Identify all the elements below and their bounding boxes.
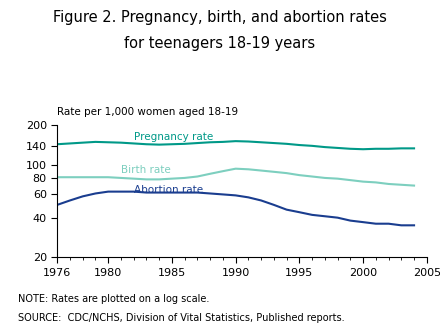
Text: Abortion rate: Abortion rate — [134, 185, 203, 195]
Text: Rate per 1,000 women aged 18-19: Rate per 1,000 women aged 18-19 — [57, 107, 238, 117]
Text: for teenagers 18-19 years: for teenagers 18-19 years — [125, 36, 315, 51]
Text: SOURCE:  CDC/NCHS, Division of Vital Statistics, Published reports.: SOURCE: CDC/NCHS, Division of Vital Stat… — [18, 314, 344, 323]
Text: Birth rate: Birth rate — [121, 165, 171, 175]
Text: Pregnancy rate: Pregnancy rate — [134, 132, 213, 142]
Text: Figure 2. Pregnancy, birth, and abortion rates: Figure 2. Pregnancy, birth, and abortion… — [53, 10, 387, 25]
Text: NOTE: Rates are plotted on a log scale.: NOTE: Rates are plotted on a log scale. — [18, 294, 209, 304]
